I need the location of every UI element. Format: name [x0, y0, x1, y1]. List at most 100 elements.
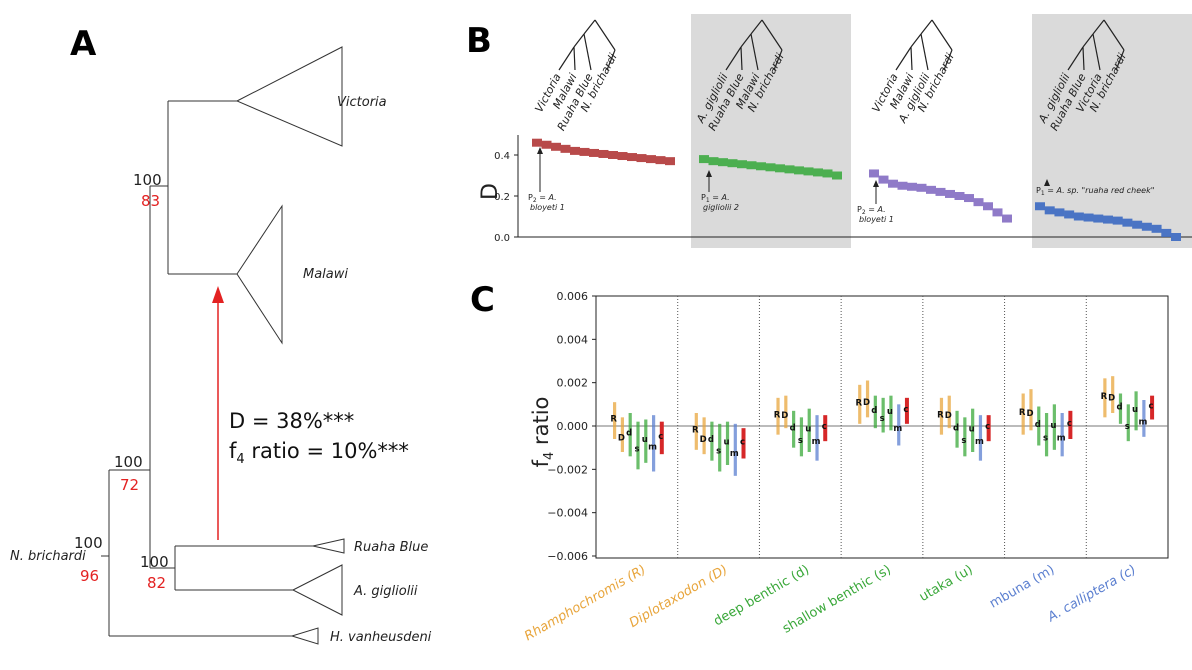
d-statistic-point [935, 187, 946, 196]
f4-ratio-bar [1037, 406, 1041, 446]
bar-letter-label: u [723, 437, 729, 447]
f4-ratio-bar [1068, 410, 1073, 439]
d-statistic-point [1151, 224, 1162, 233]
tree-branch [895, 46, 912, 71]
f4-ratio-bar [776, 397, 780, 435]
bar-letter-label: D [1108, 394, 1115, 404]
f4-ratio-bar [702, 417, 706, 455]
d-statistic: D = 38%*** [229, 409, 354, 433]
d-statistic-point [560, 144, 571, 153]
f4-ratio-bar [873, 395, 877, 429]
f4-ratio-bar [741, 428, 746, 459]
d-statistic-point [907, 182, 917, 191]
bar-letter-label: c [740, 437, 745, 447]
d-statistic-point [1112, 216, 1123, 225]
f4-ratio-bar [1021, 393, 1025, 435]
panel-c-letter: C [470, 280, 495, 320]
bar-letter-label: D [781, 411, 788, 421]
gigliolii-clade-triangle [291, 564, 343, 616]
tree-branch [1092, 19, 1105, 35]
annotation-arrowhead [537, 147, 543, 154]
panel-a-letter: A [70, 24, 97, 64]
tree-branch [761, 19, 783, 51]
d-statistic-point [784, 165, 795, 174]
tree-branch [910, 46, 913, 71]
d-statistic-point [992, 208, 1003, 217]
node-support: 96 [80, 567, 99, 585]
panel-c: C 0.006 0.004 0.002 0.000 −0.002 −0.004 −0.006… [470, 280, 1169, 644]
d-statistic-point [718, 158, 728, 167]
bar-letter-label: u [805, 424, 811, 434]
panel-c-y-tick-label: −0.004 [547, 507, 588, 520]
d-statistic-point [1093, 214, 1104, 223]
d-statistic-point [945, 189, 955, 198]
d-statistic-point [646, 155, 656, 164]
f4-ratio-bar [1052, 404, 1056, 450]
victoria-clade-triangle [235, 46, 343, 147]
d-statistic-point [1044, 206, 1055, 215]
bar-letter-label: s [716, 447, 721, 457]
tree-branch [606, 49, 616, 71]
d-statistic-point [1103, 215, 1113, 224]
d-statistic-point [1035, 202, 1045, 211]
node-bootstrap: 100 [74, 534, 103, 552]
f4-ratio-bar [971, 408, 975, 452]
f4-ratio-bar [694, 413, 698, 450]
vanheusdeni-clade-triangle [290, 627, 319, 645]
bar-letter-label: d [1035, 420, 1041, 430]
d-statistic-point [551, 142, 561, 151]
introgression-arrowhead [212, 286, 224, 303]
phylogeny-tree [101, 46, 345, 645]
d-statistic-point [878, 175, 889, 184]
panel-b-y-label: D [478, 183, 503, 200]
f4-ratio-bar [807, 408, 811, 452]
d-statistic-point [813, 168, 823, 177]
d-statistic-point [737, 160, 747, 169]
tree-branch [558, 46, 575, 71]
tree-branch [1067, 46, 1084, 71]
panel-b-letter: B [466, 21, 492, 61]
introgression-donor-label-line2: bloyeti 1 [530, 203, 565, 212]
bar-letter-label: m [975, 437, 984, 447]
bar-letter-label: s [798, 436, 803, 446]
d-statistic-point [665, 157, 675, 166]
f4-ratio-bar [881, 397, 885, 433]
f4-ratio-bar [725, 421, 730, 465]
f4-ratio-bar [947, 395, 951, 429]
bar-letter-label: m [1138, 417, 1147, 427]
node-support: 82 [147, 574, 166, 592]
d-statistic-point [541, 140, 552, 149]
d-statistic-point [1161, 228, 1172, 237]
d-statistic-point [888, 179, 898, 188]
d-statistic-point [655, 156, 666, 165]
group-label: Rhamphochromis (R) [522, 562, 648, 644]
f4-ratio-bar [1118, 393, 1123, 424]
f4-ratio-bar [986, 415, 991, 442]
d-statistic-point [589, 148, 599, 157]
d-statistic-point [1073, 212, 1084, 221]
tree-branch [750, 33, 759, 71]
d-statistic-point [926, 185, 936, 194]
tree-branch [1092, 33, 1101, 71]
d-statistic-point [636, 154, 647, 163]
d-statistic-point [699, 155, 709, 164]
tree-branch [1115, 49, 1125, 71]
f4-ratio-bar [636, 421, 640, 470]
bar-letter-label: D [945, 411, 952, 421]
clade-label-vanheusdeni: H. vanheusdeni [330, 630, 432, 645]
bar-letter-label: R [1101, 392, 1108, 402]
group-label: mbuna (m) [987, 562, 1057, 611]
panel-b-shade [691, 14, 851, 248]
panel-c-y-label: f4 ratio [529, 397, 557, 468]
panel-b-y-tick-label: 0.0 [494, 233, 510, 244]
d-statistic-point [727, 159, 738, 168]
d-statistic-point [1054, 208, 1065, 217]
bar-letter-label: c [658, 432, 663, 442]
f4-ratio-bar [963, 417, 967, 457]
bar-letter-label: d [1116, 403, 1122, 413]
node-bootstrap: 100 [114, 453, 143, 471]
d-statistic-point [775, 164, 785, 173]
bar-letter-label: m [1057, 434, 1066, 444]
introgression-donor-label: P2 = A. [857, 205, 886, 216]
